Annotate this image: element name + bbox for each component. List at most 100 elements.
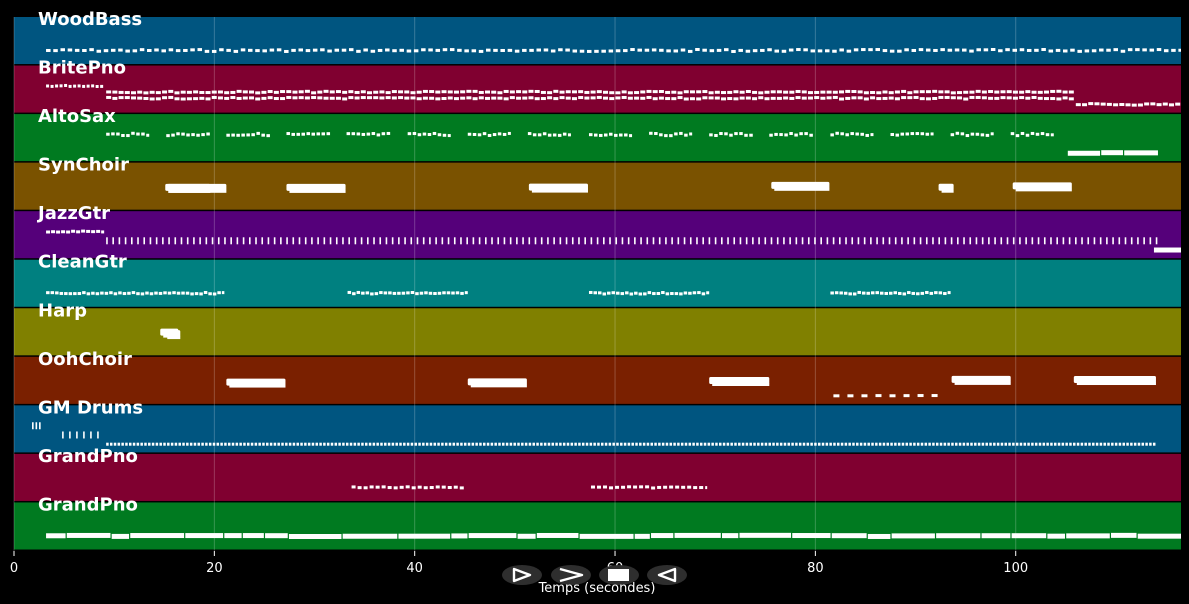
track-lane-9 [14,453,1181,501]
note [1114,442,1118,446]
note [160,328,179,336]
note [1106,48,1111,52]
note [1008,442,1011,446]
note [938,90,944,94]
note [373,90,379,94]
note [32,422,34,430]
note [478,90,484,94]
note [851,90,857,94]
note [427,133,432,137]
note [699,442,703,446]
note [111,533,130,539]
note [467,442,471,446]
note [170,189,227,193]
note [1012,96,1018,100]
note [513,442,516,446]
note [453,97,459,101]
note [832,237,835,245]
note [1135,48,1140,52]
note [659,133,663,137]
fast-forward-button[interactable] [551,565,591,585]
note [447,134,451,138]
note [266,442,269,446]
note [229,384,286,388]
note [241,133,245,137]
note [50,291,55,295]
note [974,442,977,446]
note [697,291,701,295]
note [907,96,913,100]
note [798,442,802,446]
note [1131,103,1137,107]
note [503,237,506,245]
note [1012,442,1015,446]
note [1055,48,1061,52]
stop-button[interactable] [599,565,639,585]
track-notes-1 [46,83,1181,107]
note [463,442,467,446]
note [677,442,680,446]
note [509,237,512,245]
note [609,237,611,245]
note [69,431,71,439]
note [124,91,130,95]
note [955,442,958,446]
note [1000,442,1004,446]
note [529,48,534,52]
note [370,49,376,53]
note [342,442,345,446]
note [323,237,326,245]
note [714,90,720,94]
play-button[interactable] [502,565,542,585]
note [669,485,674,489]
note [154,291,158,295]
note [155,237,158,245]
note [203,290,208,294]
note [292,237,295,245]
note [1062,237,1065,245]
note [217,291,221,295]
note [1026,48,1032,52]
note [230,96,236,100]
note [296,132,300,136]
track-lane-2 [14,114,1181,162]
note [770,96,776,100]
note [845,96,851,100]
note [413,49,419,53]
note [351,485,356,489]
note [758,91,764,95]
note [658,96,664,100]
note [957,91,963,95]
note [658,442,661,446]
note [442,48,448,52]
note [776,237,779,245]
note [227,442,231,446]
note [795,442,798,446]
note [136,132,140,136]
note [752,97,758,101]
note [907,91,913,95]
rewind-button[interactable] [647,565,687,585]
note [1111,532,1137,538]
note [163,442,166,446]
track-lane-6 [14,308,1181,356]
note [61,230,66,234]
note [1031,95,1037,99]
note [950,237,953,245]
note [893,291,898,295]
note [347,290,352,294]
note [558,48,563,52]
note [932,89,938,93]
note [101,230,105,234]
note [752,49,758,53]
note [911,291,916,295]
note [936,533,981,539]
note [239,442,242,446]
note [298,237,301,245]
note [311,237,313,245]
note [803,48,808,52]
note [1015,442,1019,446]
note [191,133,195,137]
note [985,133,990,137]
note [304,89,310,93]
